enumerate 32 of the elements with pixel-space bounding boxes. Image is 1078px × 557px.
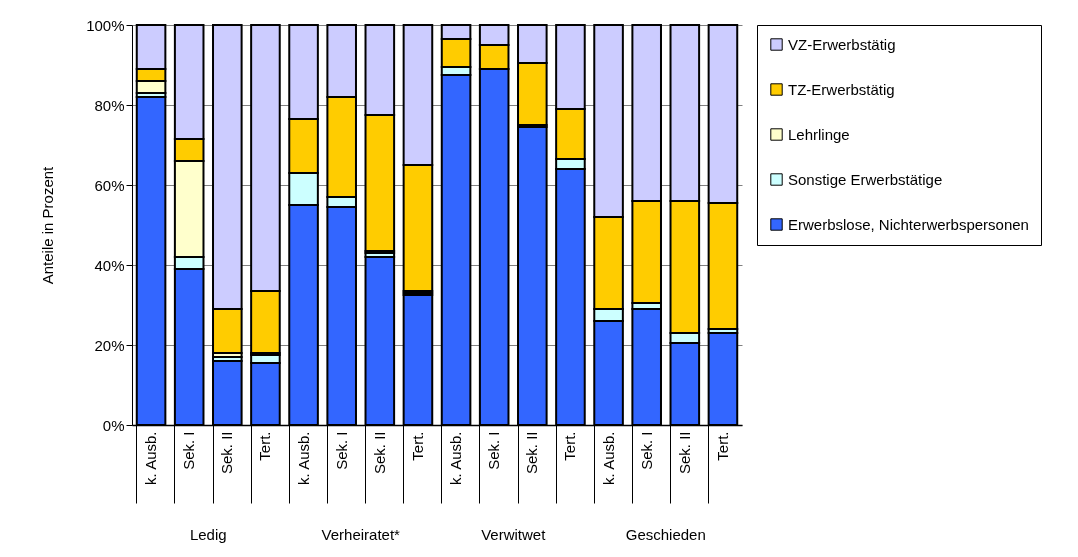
- x-tick-label: Tert.: [713, 431, 731, 461]
- x-tick-label: Tert.: [408, 431, 426, 461]
- legend-label: Sonstige Erwerbstätige: [788, 170, 943, 188]
- text: Verheiratet*: [321, 526, 401, 543]
- y-axis-title: Anteile in Prozent: [39, 165, 57, 285]
- legend-label: TZ-Erwerbstätig: [788, 80, 895, 98]
- x-tick-label: k. Ausb.: [294, 431, 312, 485]
- legend-label: Erwerbslose, Nichterwerbspersonen: [788, 215, 1029, 233]
- y-tick-label: 0%: [102, 416, 125, 434]
- x-tick-label: k. Ausb.: [447, 431, 465, 485]
- text: Verwitwet: [481, 526, 547, 543]
- x-tick-label: Sek. II: [523, 431, 541, 475]
- x-tick-label: Sek. I: [180, 431, 198, 470]
- text: Geschieden: [625, 526, 706, 543]
- y-tick-label: 80%: [94, 96, 125, 114]
- x-tick-label: Sek. I: [485, 431, 503, 470]
- x-tick-label: Tert.: [256, 431, 274, 461]
- legend-label: VZ-Erwerbstätig: [788, 35, 896, 53]
- x-tick-label: Tert.: [561, 431, 579, 461]
- legend-label: Lehrlinge: [788, 125, 850, 143]
- x-tick-label: Sek. II: [218, 431, 236, 475]
- y-tick-label: 40%: [94, 256, 125, 274]
- x-tick-label: Sek. II: [370, 431, 388, 475]
- x-tick-label: Sek. I: [332, 431, 350, 470]
- y-tick-label: 60%: [94, 176, 125, 194]
- y-tick-label: 20%: [94, 336, 125, 354]
- x-tick-label: Sek. II: [675, 431, 693, 475]
- x-tick-label: k. Ausb.: [599, 431, 617, 485]
- y-tick-label: 100%: [86, 16, 125, 34]
- x-tick-label: Sek. I: [637, 431, 655, 470]
- x-tick-label: k. Ausb.: [142, 431, 160, 485]
- text: Ledig: [189, 526, 227, 543]
